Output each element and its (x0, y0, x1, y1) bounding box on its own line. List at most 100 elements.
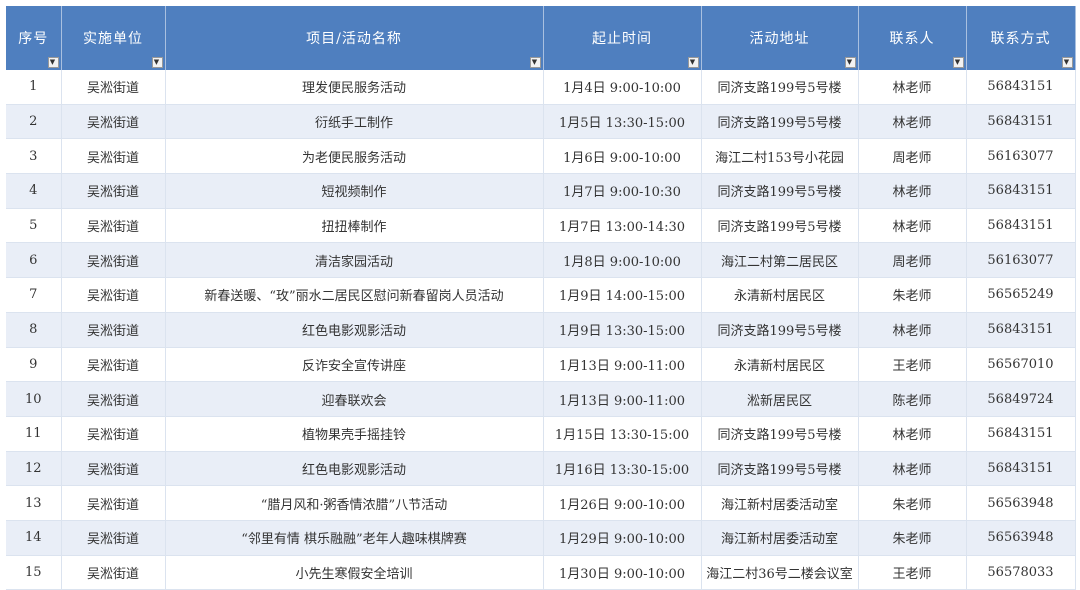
table-row: 10 吴淞街道 迎春联欢会 1月13日 9:00-11:00 淞新居民区 陈老师 56849… (6, 381, 1076, 417)
table-cell: 吴淞街道 (61, 104, 166, 140)
table-cell: 同济支路199号5号楼 (701, 70, 859, 105)
column-header-label: 序号 (18, 31, 49, 47)
table-cell: 56578033 (966, 555, 1076, 590)
table-cell: 吴淞街道 (61, 138, 166, 175)
table-cell: 林老师 (858, 416, 967, 452)
table-cell: 林老师 (858, 312, 967, 348)
table-cell: 海江新村居委活动室 (701, 485, 859, 521)
table-cell: 1月7日 13:00-14:30 (543, 208, 702, 244)
table-cell: 1月7日 9:00-10:30 (543, 173, 702, 209)
table-cell: 56843151 (966, 104, 1076, 140)
table-cell: 红色电影观影活动 (165, 451, 544, 487)
table-cell: 吴淞街道 (61, 555, 166, 590)
table-cell: 海江二村153号小花园 (701, 138, 859, 175)
table-cell: 1 (6, 70, 62, 105)
filter-dropdown-icon[interactable]: ▼ (151, 57, 163, 68)
table-row: 11 吴淞街道 植物果壳手摇挂铃 1月15日 13:30-15:00 同济支路199号5… (6, 416, 1076, 452)
filter-dropdown-icon[interactable]: ▼ (529, 57, 541, 68)
table-cell: 1月8日 9:00-10:00 (543, 242, 702, 279)
table-cell: 朱老师 (858, 520, 967, 556)
table-cell: 同济支路199号5号楼 (701, 312, 859, 348)
table-cell: 56563948 (966, 520, 1076, 556)
filter-dropdown-icon[interactable]: ▼ (47, 57, 59, 68)
table-cell: 迎春联欢会 (165, 381, 544, 417)
filter-dropdown-icon[interactable]: ▼ (952, 57, 964, 68)
table-cell: 周老师 (858, 242, 967, 279)
table-cell: 56849724 (966, 381, 1076, 417)
table-cell: 吴淞街道 (61, 173, 166, 209)
table-cell: 林老师 (858, 173, 967, 209)
column-header: 联系方式 ▼ (966, 6, 1076, 70)
table-cell: 1月13日 9:00-11:00 (543, 347, 702, 383)
table-cell: 7 (6, 277, 62, 313)
table-cell: 吴淞街道 (61, 208, 166, 244)
table-cell: “邻里有情 棋乐融融”老年人趣味棋牌赛 (165, 520, 544, 556)
table-cell: 1月16日 13:30-15:00 (543, 451, 702, 487)
table-row: 6 吴淞街道 清洁家园活动 1月8日 9:00-10:00 海江二村第二居民区 周老师 56… (6, 242, 1076, 279)
table-cell: 吴淞街道 (61, 381, 166, 417)
table-cell: 56163077 (966, 242, 1076, 279)
table-cell: 海江二村第二居民区 (701, 242, 859, 279)
table-cell: 植物果壳手摇挂铃 (165, 416, 544, 452)
table-cell: 红色电影观影活动 (165, 312, 544, 348)
table-row: 4 吴淞街道 短视频制作 1月7日 9:00-10:30 同济支路199号5号楼 林老师 5… (6, 173, 1076, 209)
column-header-label: 实施单位 (83, 31, 143, 47)
table-cell: 56843151 (966, 173, 1076, 209)
table-cell: 56843151 (966, 312, 1076, 348)
table-cell: 同济支路199号5号楼 (701, 208, 859, 244)
column-header-label: 联系人 (889, 31, 935, 47)
table-cell: 海江新村居委活动室 (701, 520, 859, 556)
table-cell: 陈老师 (858, 381, 967, 417)
table-cell: 1月13日 9:00-11:00 (543, 381, 702, 417)
table-cell: 3 (6, 138, 62, 175)
table-cell: 同济支路199号5号楼 (701, 173, 859, 209)
table-cell: 1月15日 13:30-15:00 (543, 416, 702, 452)
table-row: 13 吴淞街道 “腊月风和·粥香情浓腊”八节活动 1月26日 9:00-10:00 海江… (6, 485, 1076, 521)
column-header-label: 联系方式 (990, 31, 1051, 47)
table-cell: 56843151 (966, 416, 1076, 452)
table-cell: 1月9日 13:30-15:00 (543, 312, 702, 348)
table-cell: 吴淞街道 (61, 485, 166, 521)
table-cell: 同济支路199号5号楼 (701, 104, 859, 140)
activity-table: 序号 ▼ 实施单位 ▼ 项目/活动名称 ▼ 起止时间 ▼ 活动地址 ▼ 联系人 ▼ 联系方式 ▼ 1 吴淞街… (6, 6, 1076, 590)
table-cell: 吴淞街道 (61, 70, 166, 105)
table-cell: 同济支路199号5号楼 (701, 416, 859, 452)
column-header-label: 起止时间 (592, 31, 652, 47)
table-cell: 衍纸手工制作 (165, 104, 544, 140)
table-cell: 永清新村居民区 (701, 277, 859, 313)
table-row: 7 吴淞街道 新春送暖、“玫”丽水二居民区慰问新春留岗人员活动 1月9日 14:00-… (6, 277, 1076, 313)
table-cell: 1月30日 9:00-10:00 (543, 555, 702, 590)
table-cell: 56567010 (966, 347, 1076, 383)
table-row: 12 吴淞街道 红色电影观影活动 1月16日 13:30-15:00 同济支路199号5… (6, 451, 1076, 487)
table-cell: 小先生寒假安全培训 (165, 555, 544, 590)
table-cell: 6 (6, 242, 62, 279)
table-cell: 永清新村居民区 (701, 347, 859, 383)
table-cell: 56843151 (966, 451, 1076, 487)
column-header-label: 活动地址 (749, 31, 810, 47)
table-cell: 理发便民服务活动 (165, 70, 544, 105)
table-cell: 同济支路199号5号楼 (701, 451, 859, 487)
table-cell: 林老师 (858, 70, 967, 105)
table-cell: 吴淞街道 (61, 520, 166, 556)
table-cell: 13 (6, 485, 62, 521)
table-cell: 14 (6, 520, 62, 556)
table-cell: 11 (6, 416, 62, 452)
table-cell: 王老师 (858, 347, 967, 383)
table-cell: 1月6日 9:00-10:00 (543, 138, 702, 175)
table-cell: 海江二村36号二楼会议室 (701, 555, 859, 590)
table-row: 9 吴淞街道 反诈安全宣传讲座 1月13日 9:00-11:00 永清新村居民区 王老师 5… (6, 347, 1076, 383)
column-header-label: 项目/活动名称 (306, 31, 402, 47)
table-cell: 周老师 (858, 138, 967, 175)
table-cell: 林老师 (858, 104, 967, 140)
table-row: 3 吴淞街道 为老便民服务活动 1月6日 9:00-10:00 海江二村153号小花园周… (6, 138, 1076, 175)
table-cell: 吴淞街道 (61, 312, 166, 348)
table-cell: 1月5日 13:30-15:00 (543, 104, 702, 140)
filter-dropdown-icon[interactable]: ▼ (687, 57, 699, 68)
table-cell: 56163077 (966, 138, 1076, 175)
table-cell: 1月4日 9:00-10:00 (543, 70, 702, 105)
table-cell: 56563948 (966, 485, 1076, 521)
filter-dropdown-icon[interactable]: ▼ (844, 57, 856, 68)
table-cell: 扭扭棒制作 (165, 208, 544, 244)
column-header: 序号 ▼ (6, 6, 62, 70)
filter-dropdown-icon[interactable]: ▼ (1061, 57, 1073, 68)
